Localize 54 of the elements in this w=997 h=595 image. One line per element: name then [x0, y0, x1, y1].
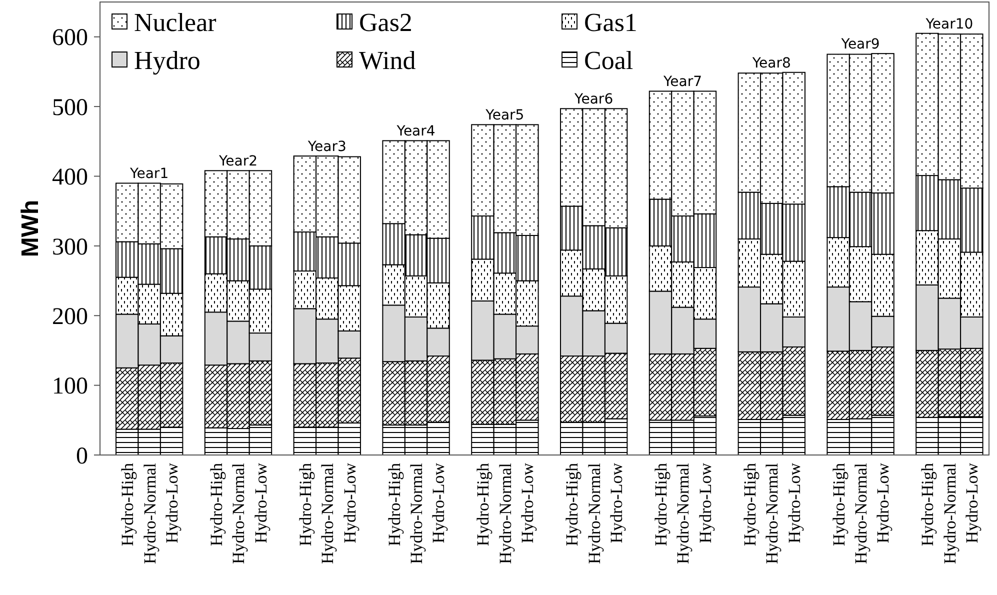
x-tick-label: Hydro-Low	[962, 462, 982, 544]
x-tick-label: Hydro-Normal	[140, 462, 160, 564]
y-tick-label: 500	[52, 94, 88, 121]
annotation: Year4	[396, 124, 436, 140]
y-tick-label: 0	[76, 443, 88, 470]
x-tick-label: Hydro-High	[384, 462, 404, 546]
x-tick-label: Hydro-Low	[251, 462, 270, 544]
x-tick-label: Hydro-High	[740, 462, 760, 546]
x-tick-label: Hydro-Normal	[229, 462, 248, 564]
x-tick-label: Hydro-Low	[874, 462, 893, 544]
x-tick-label: Hydro-High	[118, 462, 138, 546]
x-tick-label: Hydro-High	[651, 462, 670, 546]
x-tick-label: Hydro-Normal	[940, 462, 960, 564]
x-tick-label: Hydro-Low	[340, 462, 360, 544]
x-tick-label: Hydro-High	[206, 462, 226, 546]
annotation: Year3	[306, 139, 346, 156]
x-tick-label: Hydro-Low	[518, 462, 538, 544]
x-tick-label: Hydro-Low	[696, 462, 715, 544]
x-tick-label: Hydro-High	[474, 462, 493, 546]
x-tick-label: Hydro-Normal	[851, 462, 870, 564]
annotation: Year9	[840, 36, 880, 53]
x-tick-label: Hydro-Normal	[762, 462, 782, 564]
annotation: Year10	[924, 16, 974, 32]
annotation: Year5	[484, 108, 524, 124]
annotation: Year7	[662, 74, 702, 90]
legend-label: Hydro	[134, 46, 200, 76]
annotation: Year8	[751, 55, 791, 72]
x-tick-label: Hydro-Normal	[674, 462, 693, 564]
legend-label: Coal	[584, 46, 634, 76]
annotation: Year1	[129, 166, 169, 182]
x-tick-label: Hydro-Normal	[584, 462, 604, 564]
legend-label: Gas2	[359, 8, 412, 38]
x-tick-label: Hydro-Low	[607, 462, 626, 544]
legend-label: Nuclear	[134, 8, 217, 38]
x-tick-label: Hydro-High	[829, 462, 848, 546]
y-tick-label: 400	[52, 164, 88, 191]
x-tick-label: Hydro-Normal	[496, 462, 515, 564]
y-tick-label: 200	[52, 304, 88, 330]
x-tick-label: Hydro-High	[918, 462, 938, 546]
x-tick-label: Hydro-Normal	[318, 462, 338, 564]
x-tick-label: Hydro-Low	[162, 462, 182, 544]
x-tick-label: Hydro-Low	[784, 462, 804, 544]
x-tick-label: Hydro-Low	[429, 462, 448, 544]
x-tick-label: Hydro-Normal	[406, 462, 426, 564]
y-axis-title: MWh	[17, 200, 44, 258]
legend-label: Gas1	[584, 8, 638, 38]
x-tick-label: Hydro-High	[562, 462, 582, 546]
x-tick-label: Hydro-High	[296, 462, 315, 546]
annotation: Year2	[218, 154, 258, 170]
annotation: Year6	[574, 92, 614, 108]
legend-label: Wind	[359, 46, 416, 76]
y-tick-label: 100	[52, 374, 88, 400]
y-tick-label: 600	[52, 25, 88, 52]
y-tick-label: 300	[52, 234, 88, 260]
